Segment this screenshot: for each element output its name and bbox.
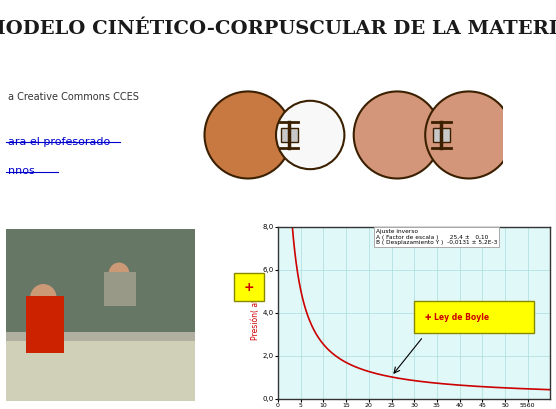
Text: Ajuste inverso
A ( Factor de escala )      25,4 ±   0,10
B ( Desplazamiento Y ) : Ajuste inverso A ( Factor de escala ) 25… — [376, 229, 498, 245]
Bar — [433, 128, 450, 142]
Y-axis label: Presión( atm ): Presión( atm ) — [251, 286, 260, 340]
Circle shape — [276, 101, 344, 169]
Ellipse shape — [108, 263, 130, 285]
Bar — [281, 128, 298, 142]
Bar — [26, 296, 64, 353]
Bar — [6, 332, 195, 341]
Circle shape — [354, 92, 441, 178]
Text: ✚ Ley de Boyle: ✚ Ley de Boyle — [425, 312, 489, 322]
FancyBboxPatch shape — [414, 301, 534, 333]
Ellipse shape — [30, 284, 57, 312]
Circle shape — [205, 92, 291, 178]
Text: ara el profesorado: ara el profesorado — [8, 137, 110, 147]
Bar — [104, 272, 136, 306]
Bar — [6, 335, 195, 401]
Text: MODELO CINÉTICO-CORPUSCULAR DE LA MATERIA: MODELO CINÉTICO-CORPUSCULAR DE LA MATERI… — [0, 20, 556, 38]
Text: nnos: nnos — [8, 166, 34, 175]
Text: a Creative Commons CCES: a Creative Commons CCES — [8, 92, 138, 102]
Circle shape — [425, 92, 512, 178]
Text: +: + — [244, 281, 255, 294]
FancyBboxPatch shape — [235, 273, 265, 301]
